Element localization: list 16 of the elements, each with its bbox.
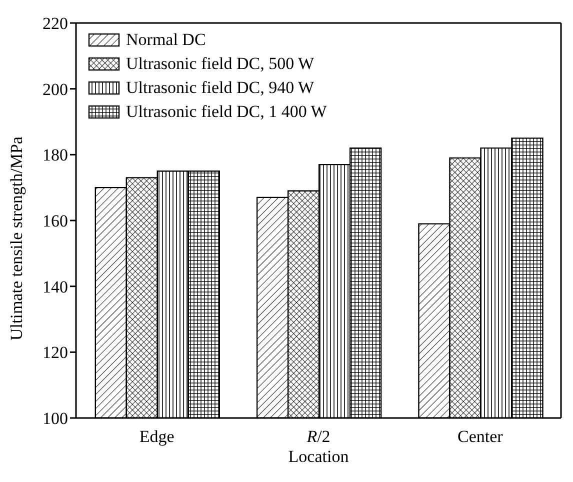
y-tick-label: 200 (42, 80, 68, 99)
y-tick-label: 220 (42, 14, 68, 34)
legend-label: Ultrasonic field DC, 1 400 W (126, 101, 327, 123)
legend-label: Normal DC (126, 29, 206, 51)
y-tick-label: 160 (42, 212, 68, 231)
y-axis-title: Ultimate tensile strength/MPa (7, 136, 26, 340)
x-tick-label: R/2 (306, 427, 330, 446)
y-tick-label: 100 (42, 409, 68, 428)
legend-label: Ultrasonic field DC, 940 W (126, 77, 314, 99)
y-tick-label: 140 (42, 277, 68, 296)
x-tick-label: Edge (139, 427, 174, 446)
x-tick-label: Center (458, 427, 504, 446)
x-axis-title: Location (288, 447, 350, 466)
y-tick-label: 120 (42, 343, 68, 362)
legend-label: Ultrasonic field DC, 500 W (126, 53, 314, 75)
y-tick-label: 180 (42, 146, 68, 165)
